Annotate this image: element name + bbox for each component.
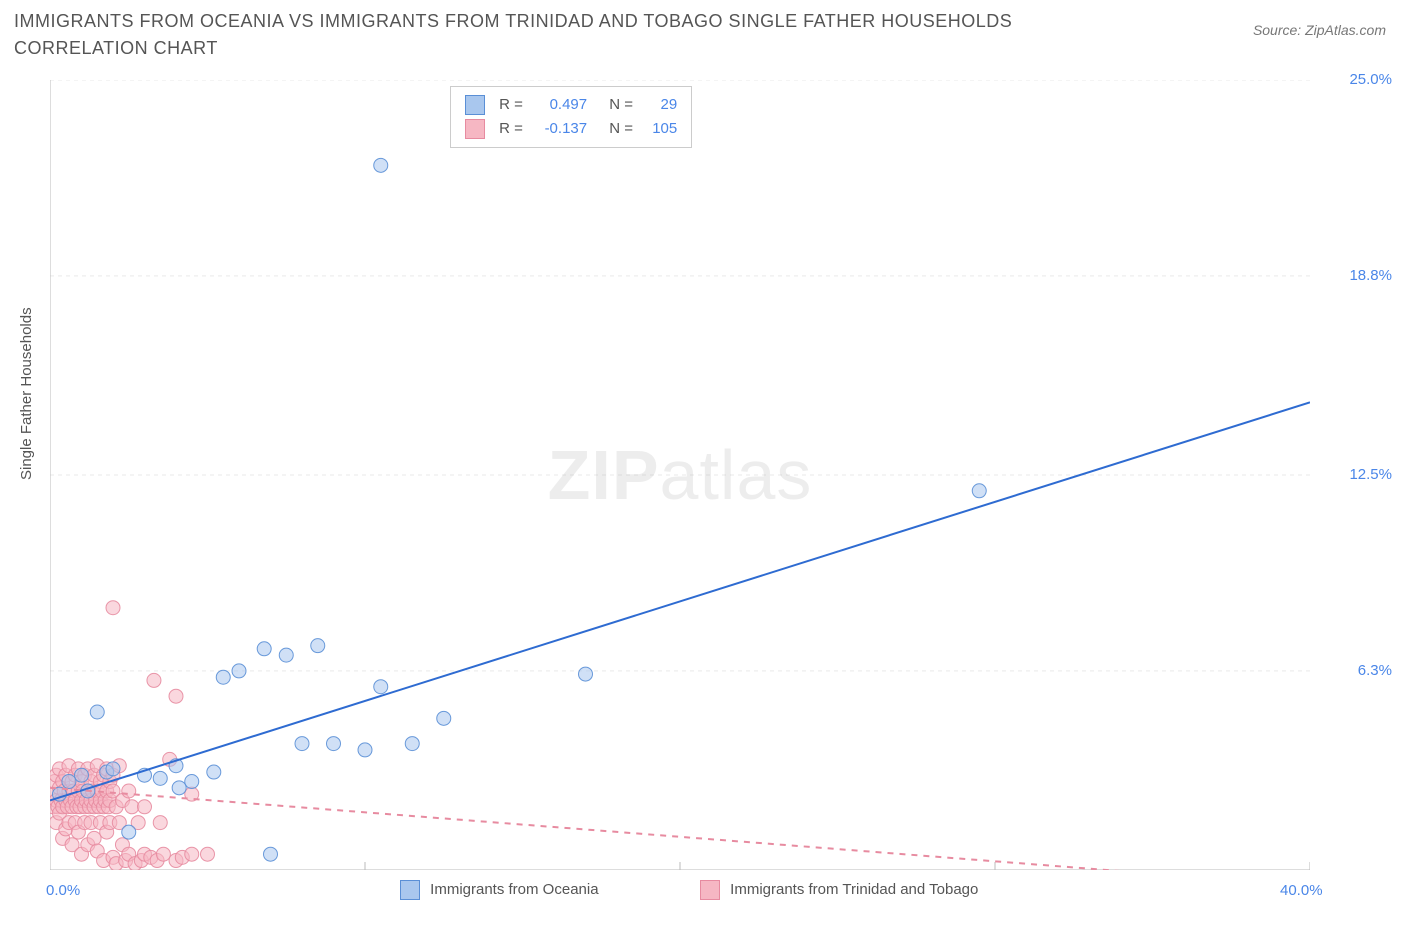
plot-area: ZIPatlas (50, 80, 1310, 870)
legend-n-value-0: 29 (637, 93, 677, 117)
y-tick-label: 18.8% (1322, 267, 1392, 284)
x-start-label: 0.0% (46, 882, 80, 899)
legend-row-oceania: R = 0.497 N = 29 (465, 93, 677, 117)
legend-r-value-1: -0.137 (527, 117, 587, 141)
legend-n-label-1: N = (609, 117, 633, 141)
swatch-trinidad-bottom (700, 880, 720, 900)
y-tick-label: 12.5% (1322, 466, 1392, 483)
swatch-oceania-bottom (400, 880, 420, 900)
chart-title: IMMIGRANTS FROM OCEANIA VS IMMIGRANTS FR… (14, 8, 1104, 62)
legend-n-value-1: 105 (637, 117, 677, 141)
legend-r-label-0: R = (499, 93, 523, 117)
bottom-legend-oceania: Immigrants from Oceania (400, 880, 599, 900)
swatch-oceania (465, 95, 485, 115)
x-end-label: 40.0% (1280, 882, 1323, 899)
swatch-trinidad (465, 119, 485, 139)
legend-row-trinidad: R = -0.137 N = 105 (465, 117, 677, 141)
y-tick-label: 25.0% (1322, 71, 1392, 88)
bottom-legend-trinidad: Immigrants from Trinidad and Tobago (700, 880, 978, 900)
scatter-chart-svg (50, 80, 1310, 870)
legend-r-value-0: 0.497 (527, 93, 587, 117)
legend-r-label-1: R = (499, 117, 523, 141)
correlation-legend: R = 0.497 N = 29 R = -0.137 N = 105 (450, 86, 692, 148)
series-label-0: Immigrants from Oceania (430, 881, 598, 898)
y-axis-label: Single Father Households (18, 307, 35, 480)
series-label-1: Immigrants from Trinidad and Tobago (730, 881, 978, 898)
legend-n-label-0: N = (609, 93, 633, 117)
y-tick-label: 6.3% (1322, 662, 1392, 679)
source-label: Source: ZipAtlas.com (1253, 22, 1386, 38)
